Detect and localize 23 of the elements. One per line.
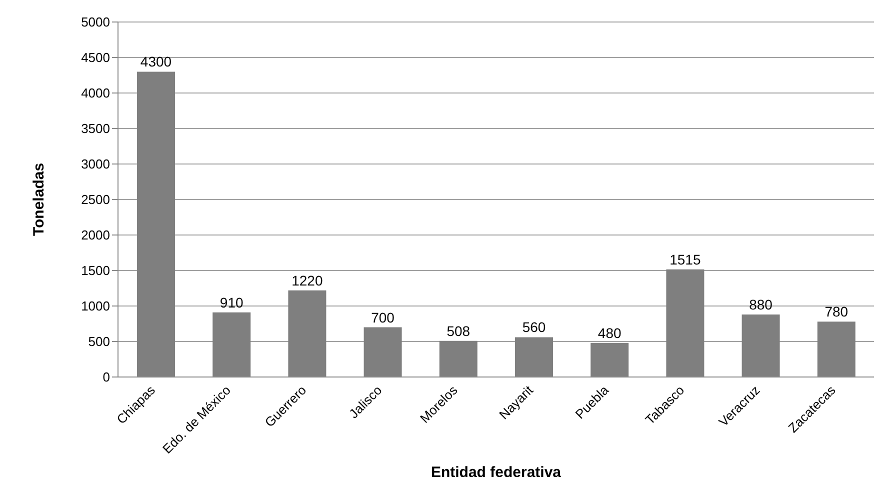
data-label: 560 (522, 319, 546, 336)
data-label: 480 (598, 324, 622, 341)
y-tick-label: 1000 (81, 298, 110, 314)
data-label: 508 (446, 322, 470, 339)
y-tick-label: 500 (88, 334, 110, 350)
data-label: 700 (371, 309, 395, 326)
y-axis-title: Toneladas (30, 162, 48, 236)
y-tick-label: 1500 (81, 263, 110, 278)
y-tick-label: 2500 (81, 192, 110, 208)
data-label: 1220 (292, 272, 323, 288)
y-tick-label: 3000 (81, 156, 110, 172)
y-tick-label: 4000 (81, 86, 110, 101)
data-label: 910 (220, 294, 244, 310)
data-label: 780 (824, 304, 848, 320)
data-label: 4300 (140, 54, 172, 70)
data-label: 880 (749, 296, 773, 313)
x-axis-title: Entidad federativa (430, 464, 562, 481)
y-tick-label: 4500 (81, 50, 110, 66)
y-tick-label: 5000 (81, 14, 110, 30)
y-tick-label: 3500 (81, 121, 110, 136)
data-label: 1515 (670, 251, 701, 268)
y-tick-label: 0 (102, 370, 110, 385)
y-tick-label: 2000 (81, 228, 110, 243)
